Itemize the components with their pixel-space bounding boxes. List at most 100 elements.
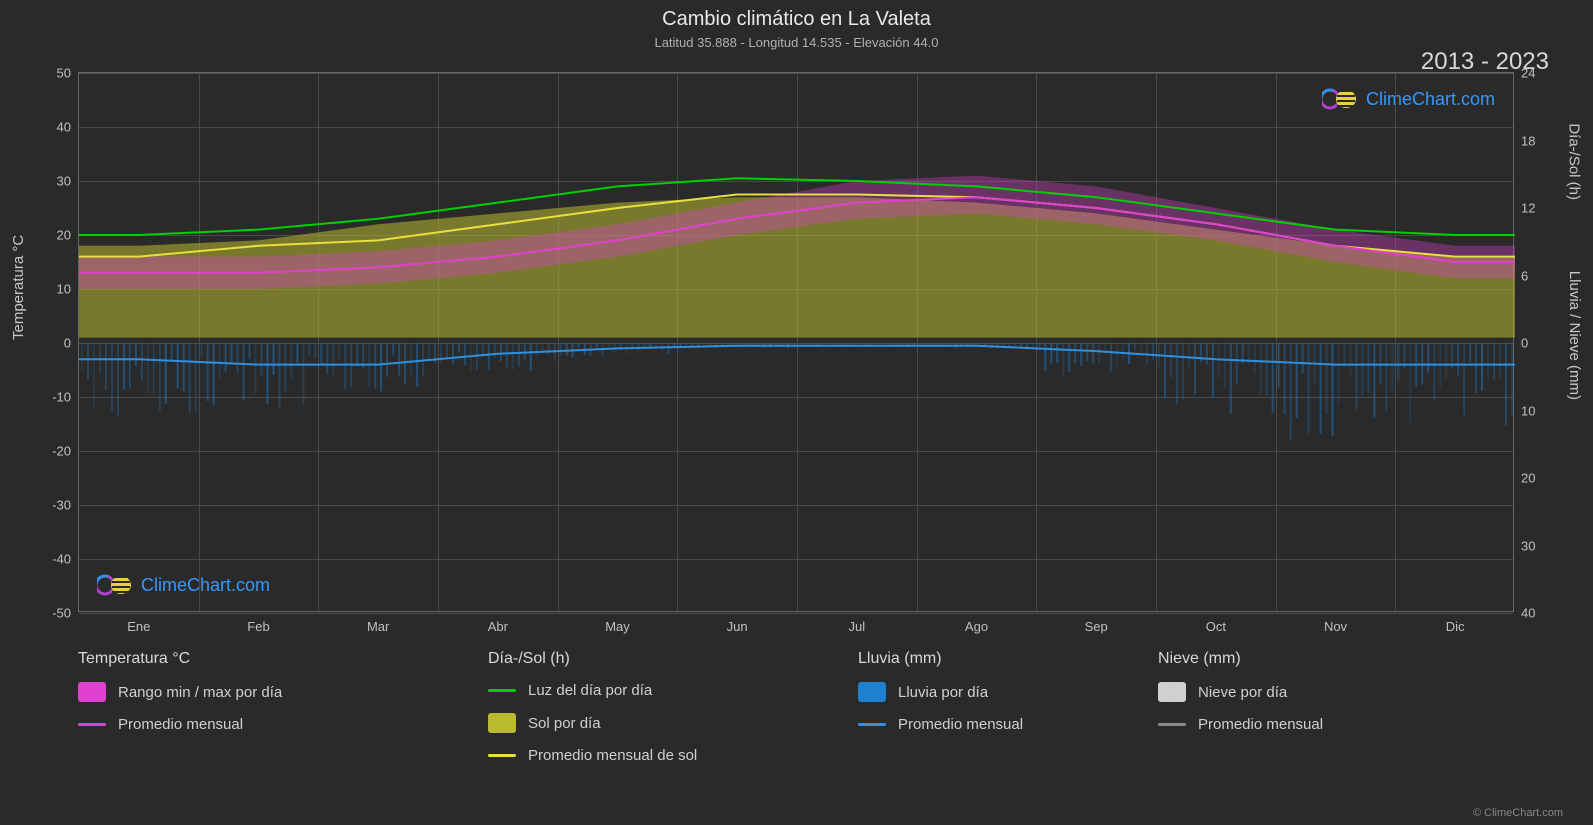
x-tick: Jul bbox=[849, 619, 866, 634]
legend-col-snow: Nieve (mm)Nieve por díaPromedio mensual bbox=[1158, 650, 1428, 764]
rain-bar bbox=[446, 343, 448, 359]
rain-bar bbox=[1050, 343, 1052, 364]
y-tick-right: 0 bbox=[1521, 336, 1528, 351]
rain-bar bbox=[1308, 343, 1310, 434]
rain-bar bbox=[823, 343, 825, 344]
rain-bar bbox=[1152, 343, 1154, 360]
rain-bar bbox=[1200, 343, 1202, 362]
legend-header: Nieve (mm) bbox=[1158, 650, 1428, 668]
rain-bar bbox=[290, 343, 292, 379]
rain-bar bbox=[733, 343, 735, 344]
rain-bar bbox=[578, 343, 580, 348]
chart-svg bbox=[79, 73, 1515, 613]
legend-label: Promedio mensual de sol bbox=[528, 747, 697, 764]
x-tick: Ago bbox=[965, 619, 988, 634]
copyright: © ClimeChart.com bbox=[1473, 807, 1563, 819]
rain-bar bbox=[1176, 343, 1178, 405]
rain-bar bbox=[1493, 343, 1495, 380]
legend-label: Promedio mensual bbox=[898, 716, 1023, 733]
legend-swatch bbox=[858, 723, 886, 726]
rain-bar bbox=[1182, 343, 1184, 400]
rain-bar bbox=[1098, 343, 1100, 363]
rain-bar bbox=[410, 343, 412, 377]
rain-bar bbox=[1032, 343, 1034, 347]
legend-item: Promedio mensual bbox=[858, 716, 1128, 733]
rain-bar bbox=[1296, 343, 1298, 418]
rain-bar bbox=[93, 343, 95, 407]
rain-bar bbox=[255, 343, 257, 394]
chart-title: Cambio climático en La Valeta bbox=[0, 0, 1593, 31]
rain-bar bbox=[1481, 343, 1483, 391]
rain-bar bbox=[1457, 343, 1459, 375]
x-tick: Feb bbox=[247, 619, 269, 634]
rain-bar bbox=[159, 343, 161, 411]
rain-bar bbox=[189, 343, 191, 413]
rain-bar bbox=[1385, 343, 1387, 411]
rain-bar bbox=[314, 343, 316, 358]
legend-item: Promedio mensual de sol bbox=[488, 747, 828, 764]
rain-bar bbox=[1080, 343, 1082, 366]
rain-bar bbox=[260, 343, 262, 375]
rain-bar bbox=[1056, 343, 1058, 363]
rain-bar bbox=[805, 343, 807, 344]
rain-bar bbox=[308, 343, 310, 357]
rain-bar bbox=[332, 343, 334, 375]
y-tick-left: -40 bbox=[52, 552, 71, 567]
rain-bar bbox=[320, 343, 322, 364]
rain-avg-line bbox=[79, 346, 1515, 365]
rain-bar bbox=[853, 343, 855, 344]
rain-bar bbox=[272, 343, 274, 375]
x-tick: Ene bbox=[127, 619, 150, 634]
rain-bar bbox=[117, 343, 119, 416]
y-tick-right: 30 bbox=[1521, 538, 1535, 553]
legend-header: Lluvia (mm) bbox=[858, 650, 1128, 668]
rain-bar bbox=[1116, 343, 1118, 367]
rain-bar bbox=[488, 343, 490, 370]
legend-item: Sol por día bbox=[488, 713, 828, 733]
x-tick: Mar bbox=[367, 619, 389, 634]
rain-bar bbox=[237, 343, 239, 373]
rain-bar bbox=[219, 343, 221, 379]
rain-bar bbox=[566, 343, 568, 356]
legend-col-temperature: Temperatura °CRango min / max por díaPro… bbox=[78, 650, 458, 764]
rain-bar bbox=[1499, 343, 1501, 379]
rain-bar bbox=[506, 343, 508, 367]
rain-bar bbox=[231, 343, 233, 364]
rain-bar bbox=[560, 343, 562, 356]
y-tick-right: 12 bbox=[1521, 201, 1535, 216]
x-tick: May bbox=[605, 619, 630, 634]
rain-bar bbox=[1266, 343, 1268, 396]
legend-swatch bbox=[488, 754, 516, 757]
rain-bar bbox=[859, 343, 861, 344]
x-tick: Nov bbox=[1324, 619, 1347, 634]
legend-swatch bbox=[858, 682, 886, 702]
rain-bar bbox=[811, 343, 813, 344]
rain-bar bbox=[207, 343, 209, 401]
rain-bar bbox=[452, 343, 454, 365]
rain-bar bbox=[302, 343, 304, 405]
rain-bar bbox=[1284, 343, 1286, 414]
rain-bar bbox=[284, 343, 286, 392]
rain-bar bbox=[494, 343, 496, 357]
legend-item: Promedio mensual bbox=[78, 716, 458, 733]
rain-bar bbox=[392, 343, 394, 356]
rain-bar bbox=[386, 343, 388, 377]
rain-bar bbox=[1475, 343, 1477, 393]
rain-bar bbox=[243, 343, 245, 400]
legend-label: Luz del día por día bbox=[528, 682, 652, 699]
y-axis-right-top-label: Día-/Sol (h) bbox=[1566, 123, 1583, 200]
rain-bar bbox=[147, 343, 149, 394]
rain-bar bbox=[1343, 343, 1345, 367]
rain-bar bbox=[1445, 343, 1447, 378]
legend-col-rain: Lluvia (mm)Lluvia por díaPromedio mensua… bbox=[858, 650, 1128, 764]
rain-bar bbox=[1044, 343, 1046, 371]
rain-bar bbox=[799, 343, 801, 344]
x-tick: Oct bbox=[1206, 619, 1226, 634]
rain-bar bbox=[536, 343, 538, 356]
legend-swatch bbox=[1158, 723, 1186, 726]
rain-bar bbox=[889, 343, 891, 344]
y-tick-right: 10 bbox=[1521, 403, 1535, 418]
rain-bar bbox=[1068, 343, 1070, 372]
rain-bar bbox=[1505, 343, 1507, 425]
rain-bar bbox=[877, 343, 879, 344]
